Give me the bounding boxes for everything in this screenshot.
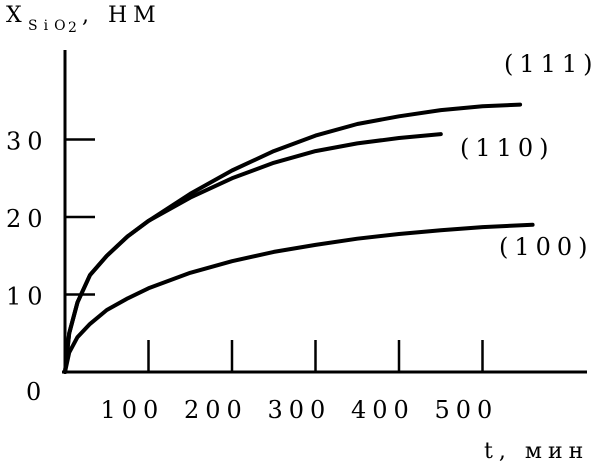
series-label-100: (100) <box>499 233 593 261</box>
origin-label: 0 <box>26 378 47 406</box>
y-axis-title-sub2: 2 <box>68 20 83 36</box>
series-line-100 <box>63 222 535 374</box>
x-tick-label-500: 500 <box>435 396 499 424</box>
y-tick-label-10: 10 <box>6 283 49 311</box>
x-tick-label-200: 200 <box>184 396 248 424</box>
y-ticks: 10 20 30 <box>6 128 95 311</box>
series-line-111 <box>63 102 523 374</box>
y-axis-title-main: X <box>6 3 28 28</box>
y-axis-title-sub: SiO <box>28 18 72 34</box>
y-axis-title: X SiO 2 , НМ <box>6 3 162 36</box>
series-labels: (111) (110) (100) <box>460 50 593 261</box>
y-axis-title-unit: , НМ <box>82 3 162 28</box>
x-tick-label-300: 300 <box>268 396 332 424</box>
x-ticks: 100 200 300 400 500 <box>101 340 499 424</box>
y-tick-label-20: 20 <box>6 205 49 233</box>
x-tick-label-100: 100 <box>101 396 165 424</box>
series-lines <box>63 102 535 374</box>
y-tick-label-30: 30 <box>6 128 49 156</box>
series-label-110: (110) <box>460 134 555 162</box>
series-label-111: (111) <box>504 50 593 78</box>
x-tick-label-400: 400 <box>351 396 415 424</box>
x-axis-title: t, мин <box>484 439 589 464</box>
series-line-110 <box>63 132 443 374</box>
